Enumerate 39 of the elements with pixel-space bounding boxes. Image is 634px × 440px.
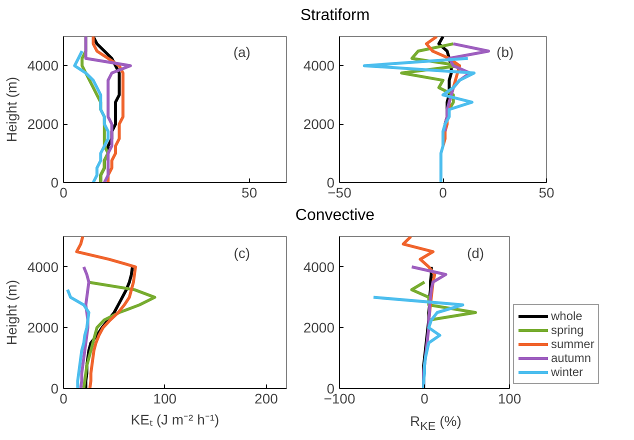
x-tick-label: 100: [153, 390, 177, 406]
y-tick-label: 2000: [303, 116, 335, 132]
y-tick-label: 4000: [27, 258, 59, 275]
legend-label: whole: [551, 309, 582, 323]
y-tick-label: 2000: [303, 320, 335, 336]
x-tick-label: 100: [498, 390, 522, 406]
y-tick-label: 0: [50, 174, 59, 190]
x-tick-label: 200: [254, 390, 278, 406]
x-axis-title: KEₜ (J m⁻² h⁻¹): [130, 412, 220, 428]
line-series: [66, 288, 90, 388]
x-tick-label: 50: [242, 184, 258, 200]
y-tick-label: 2000: [27, 320, 59, 336]
annotation: (b): [496, 44, 514, 60]
annotation: (c): [234, 244, 250, 261]
text: Stratiform: [300, 6, 370, 26]
annotation: (a): [233, 44, 250, 60]
line-series: [75, 236, 137, 388]
line-series: [362, 56, 476, 182]
text: Convective: [295, 206, 375, 226]
y-tick-label: 4000: [27, 58, 59, 74]
y-tick-label: 2000: [27, 116, 59, 132]
line-series: [84, 36, 132, 182]
y-tick-label: 4000: [303, 58, 335, 74]
x-tick-label: 0: [439, 184, 448, 200]
line-series: [73, 50, 110, 182]
x-axis-title: R$_{KE}$ (%): [410, 412, 462, 435]
legend-label: autumn: [551, 351, 592, 365]
y-tick-label: 0: [50, 380, 59, 396]
legend-label: summer: [551, 337, 594, 351]
annotation: (d): [466, 244, 484, 261]
line-series: [82, 280, 156, 388]
x-tick-label: 50: [538, 184, 554, 200]
y-axis-title: Height (m): [3, 76, 20, 142]
y-tick-label: 4000: [303, 258, 335, 275]
legend-label: spring: [551, 323, 584, 337]
x-tick-label: 0: [420, 390, 429, 406]
y-axis-title: Height (m): [3, 280, 20, 346]
legend-label: winter: [551, 365, 584, 379]
line-series: [372, 296, 464, 388]
